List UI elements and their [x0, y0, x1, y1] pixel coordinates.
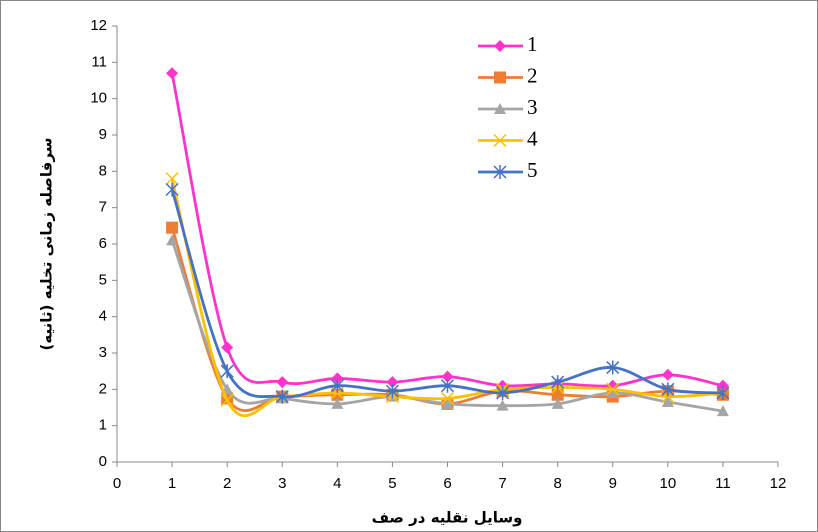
marker [496, 399, 509, 411]
marker [441, 370, 454, 383]
y-tick-label: 2 [99, 380, 107, 397]
series-line [170, 189, 724, 399]
marker [440, 378, 455, 393]
y-tick-label: 3 [99, 344, 107, 361]
marker [385, 384, 399, 399]
x-tick-label: 3 [278, 475, 286, 492]
marker [386, 376, 399, 389]
legend-marker [494, 103, 506, 114]
marker [440, 391, 455, 405]
x-tick-label: 9 [609, 475, 617, 492]
marker [606, 386, 619, 398]
marker [606, 360, 620, 375]
x-tick-label: 6 [443, 475, 451, 492]
legend-label: 2 [527, 63, 538, 87]
legend-marker [493, 133, 507, 148]
marker [166, 67, 179, 80]
x-tick-label: 2 [223, 475, 231, 492]
marker [165, 182, 179, 197]
marker [551, 388, 564, 401]
x-tick-label: 8 [553, 475, 561, 492]
x-tick-label: 7 [498, 475, 506, 492]
marker [331, 372, 344, 385]
x-tick-label: 0 [113, 475, 121, 492]
y-tick-label: 4 [99, 308, 107, 325]
marker [661, 368, 674, 381]
marker [276, 376, 289, 389]
marker [165, 172, 179, 186]
x-tick-label: 5 [388, 475, 396, 492]
y-tick-label: 7 [99, 199, 107, 216]
marker [275, 389, 289, 404]
marker [441, 397, 454, 409]
marker [551, 375, 565, 390]
x-axis-label: وسایل نقلیه در صف [372, 509, 523, 527]
legend-marker [493, 165, 507, 179]
marker [330, 378, 344, 393]
x-tick-label: 11 [715, 475, 731, 492]
marker [496, 385, 510, 400]
marker [221, 341, 234, 354]
legend-marker [494, 40, 506, 52]
y-tick-label: 5 [99, 271, 107, 288]
x-tick-label: 12 [770, 475, 787, 492]
x-tick-label: 10 [659, 475, 676, 492]
y-tick-label: 12 [90, 17, 107, 34]
legend-marker [494, 71, 506, 84]
x-tick-label: 1 [168, 475, 176, 492]
legend-label: 3 [527, 95, 538, 119]
marker [220, 364, 234, 379]
marker [166, 221, 179, 234]
y-tick-label: 9 [99, 126, 107, 143]
legend-label: 4 [527, 126, 538, 150]
marker [716, 385, 730, 400]
y-tick-label: 1 [99, 417, 107, 434]
marker [661, 382, 675, 397]
marker [166, 234, 179, 246]
marker [220, 393, 234, 407]
series-line [170, 239, 724, 413]
legend-label: 5 [527, 158, 538, 182]
y-tick-label: 11 [91, 53, 107, 70]
marker [606, 382, 620, 396]
y-axis-label: سرفاصله زمانی تخلیه (ثانیه) [38, 138, 56, 351]
marker [661, 396, 674, 408]
marker [716, 379, 729, 392]
y-tick-label: 6 [99, 235, 107, 252]
y-tick-label: 8 [99, 162, 107, 179]
y-tick-label: 10 [90, 90, 107, 107]
y-tick-label: 0 [99, 453, 107, 470]
marker [716, 405, 729, 417]
marker [551, 397, 564, 409]
x-tick-label: 4 [333, 475, 341, 492]
marker [331, 397, 344, 409]
legend-label: 1 [527, 32, 538, 56]
